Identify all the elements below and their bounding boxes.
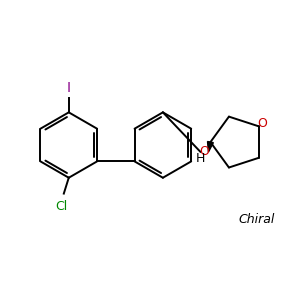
Text: H: H (196, 152, 205, 165)
Text: I: I (67, 80, 71, 94)
Text: Chiral: Chiral (239, 213, 275, 226)
Text: Cl: Cl (56, 200, 68, 212)
Text: O: O (257, 117, 267, 130)
Polygon shape (208, 142, 213, 152)
Text: O: O (200, 146, 209, 158)
